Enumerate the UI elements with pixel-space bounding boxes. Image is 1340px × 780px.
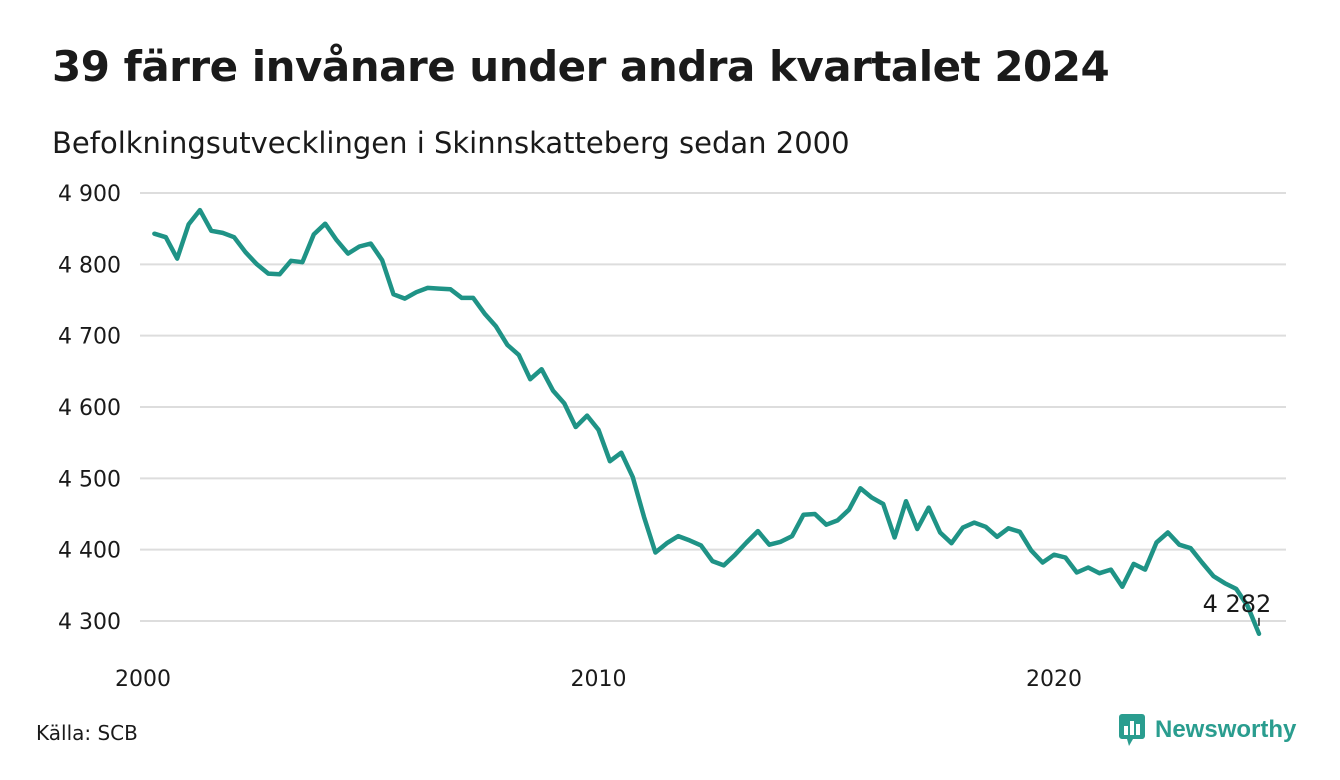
y-tick-label: 4 600 <box>58 396 121 421</box>
chart-subtitle: Befolkningsutvecklingen i Skinnskatteber… <box>52 126 850 160</box>
x-tick-label: 2010 <box>571 667 627 692</box>
newsworthy-logo-icon <box>1119 714 1145 746</box>
newsworthy-brand[interactable]: Newsworthy <box>1118 712 1296 748</box>
y-tick-label: 4 900 <box>58 182 121 207</box>
x-tick-label: 2020 <box>1026 667 1082 692</box>
y-tick-label: 4 700 <box>58 325 121 350</box>
end-value-label: 4 282 <box>1203 590 1272 618</box>
y-tick-label: 4 500 <box>58 467 121 492</box>
population-line <box>152 207 1262 637</box>
y-tick-label: 4 300 <box>58 610 121 635</box>
x-tick-label: 2000 <box>115 667 171 692</box>
line-chart: 4 300 4 400 4 500 4 600 4 700 4 800 4 900 2000 2… <box>58 182 1286 692</box>
brand-name: Newsworthy <box>1155 716 1297 743</box>
chart-title: 39 färre invånare under andra kvartalet … <box>52 42 1110 91</box>
y-tick-label: 4 800 <box>58 253 121 278</box>
y-tick-label: 4 400 <box>58 539 121 564</box>
source-note: Källa: SCB <box>36 721 138 745</box>
